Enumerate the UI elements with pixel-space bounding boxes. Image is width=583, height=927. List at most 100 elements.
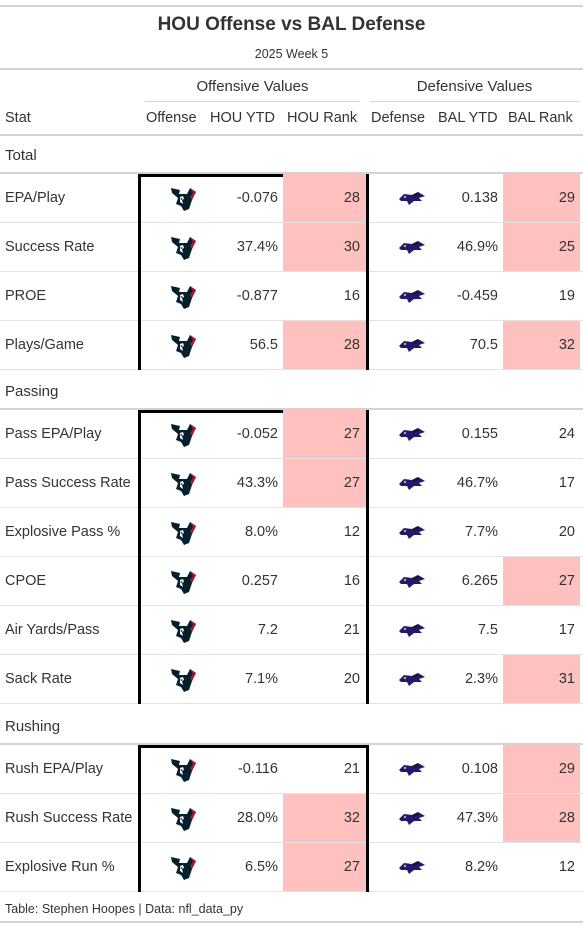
table-row: Success Rate 37.4% 30 46.9% 25 (0, 223, 583, 272)
def-ytd-value: 8.2% (464, 859, 498, 875)
off-rank-highlight (283, 459, 366, 508)
off-rank-value: 27 (343, 426, 360, 442)
off-rank-highlight (283, 321, 366, 370)
off-ytd-value: 56.5 (249, 337, 278, 353)
stat-name: Sack Rate (5, 671, 72, 687)
off-rank-value: 12 (343, 524, 360, 540)
row-rule (0, 369, 583, 370)
ravens-logo-icon (398, 289, 426, 310)
off-rank-value: 21 (343, 622, 360, 638)
def-ytd-value: 6.265 (461, 573, 498, 589)
texans-logo-icon (168, 421, 198, 454)
texans-logo-icon (168, 185, 198, 218)
table-row: Pass EPA/Play -0.052 27 0.155 24 (0, 410, 583, 459)
texans-logo-icon (168, 666, 198, 699)
heading-rule (0, 68, 583, 70)
col-header-off-rank: HOU Rank (287, 110, 358, 126)
group-label: Total (5, 147, 37, 164)
row-rule (0, 793, 583, 794)
ravens-logo-icon (398, 860, 426, 881)
stat-name: Success Rate (5, 239, 95, 255)
texans-logo-icon (168, 283, 198, 316)
texans-logo-icon (168, 854, 198, 887)
def-ytd-value: 0.155 (461, 426, 498, 442)
table-row: Explosive Pass % 8.0% 12 7.7% 20 (0, 508, 583, 557)
ravens-logo-icon (398, 191, 426, 212)
stat-name: PROE (5, 288, 47, 304)
table-row: Explosive Run % 6.5% 27 8.2% 12 (0, 843, 583, 892)
ravens-logo-icon (398, 525, 426, 546)
def-ytd-value: 2.3% (464, 671, 498, 687)
table-row: PROE -0.877 16 -0.459 19 (0, 272, 583, 321)
def-rank-value: 31 (558, 671, 575, 687)
def-rank-highlight (503, 321, 580, 370)
off-ytd-value: -0.076 (236, 190, 278, 206)
def-ytd-value: 7.7% (464, 524, 498, 540)
source-note: Table: Stephen Hoopes | Data: nfl_data_p… (5, 902, 244, 916)
bottom-rule (0, 921, 583, 923)
ravens-logo-icon (398, 338, 426, 359)
off-rank-value: 20 (343, 671, 360, 687)
off-rank-highlight (283, 794, 366, 843)
row-rule (0, 605, 583, 606)
def-ytd-value: 47.3% (456, 810, 498, 826)
table-title: HOU Offense vs BAL Defense (157, 14, 426, 35)
col-header-def-ytd: BAL YTD (438, 110, 498, 126)
table-subtitle: 2025 Week 5 (254, 47, 329, 61)
col-header-defense: Defense (371, 110, 426, 126)
top-rule (0, 5, 583, 7)
off-ytd-value: 37.4% (236, 239, 278, 255)
off-rank-value: 32 (343, 810, 360, 826)
table-row: Air Yards/Pass 7.2 21 7.5 17 (0, 606, 583, 655)
off-rank-highlight (283, 410, 366, 459)
def-rank-value: 19 (558, 288, 575, 304)
offense-divider (138, 174, 141, 370)
def-ytd-value: 7.5 (477, 622, 498, 638)
def-ytd-value: 46.9% (456, 239, 498, 255)
row-rule (0, 320, 583, 321)
off-ytd-value: 28.0% (236, 810, 278, 826)
off-ytd-value: 6.5% (244, 859, 278, 875)
def-rank-value: 12 (558, 859, 575, 875)
row-rule (0, 507, 583, 508)
table-row: Rush EPA/Play -0.116 21 0.108 29 (0, 745, 583, 794)
off-rank-value: 27 (343, 475, 360, 491)
def-rank-value: 28 (558, 810, 575, 826)
stat-name: Rush Success Rate (5, 810, 133, 826)
spanner-offensive: Offensive Values (196, 78, 309, 95)
group-label: Passing (5, 383, 59, 400)
off-ytd-value: -0.052 (236, 426, 278, 442)
group-rule (0, 172, 583, 174)
stat-name: Air Yards/Pass (5, 622, 100, 638)
stat-name: CPOE (5, 573, 47, 589)
row-rule (0, 842, 583, 843)
stat-name: Explosive Run % (5, 859, 115, 875)
def-rank-highlight (503, 223, 580, 272)
def-rank-highlight (503, 174, 580, 223)
table-row: Rush Success Rate 28.0% 32 47.3% 28 (0, 794, 583, 843)
def-ytd-value: 70.5 (469, 337, 498, 353)
def-rank-value: 20 (558, 524, 575, 540)
ravens-logo-icon (398, 476, 426, 497)
def-rank-value: 27 (558, 573, 575, 589)
stat-name: Pass EPA/Play (5, 426, 102, 442)
ravens-logo-icon (398, 672, 426, 693)
texans-logo-icon (168, 805, 198, 838)
texans-logo-icon (168, 568, 198, 601)
off-rank-highlight (283, 174, 366, 223)
defense-divider (366, 410, 369, 704)
off-ytd-value: 0.257 (241, 573, 278, 589)
offense-divider (138, 745, 141, 892)
off-ytd-value: 8.0% (244, 524, 278, 540)
off-rank-value: 27 (343, 859, 360, 875)
col-header-def-rank: BAL Rank (508, 110, 573, 126)
ravens-logo-icon (398, 427, 426, 448)
stat-name: Explosive Pass % (5, 524, 121, 540)
texans-logo-icon (168, 470, 198, 503)
spanner-offensive-rule (145, 101, 360, 102)
off-ytd-value: -0.877 (236, 288, 278, 304)
table-row: Pass Success Rate 43.3% 27 46.7% 17 (0, 459, 583, 508)
group-bold-rule (140, 410, 368, 413)
off-rank-value: 28 (343, 337, 360, 353)
